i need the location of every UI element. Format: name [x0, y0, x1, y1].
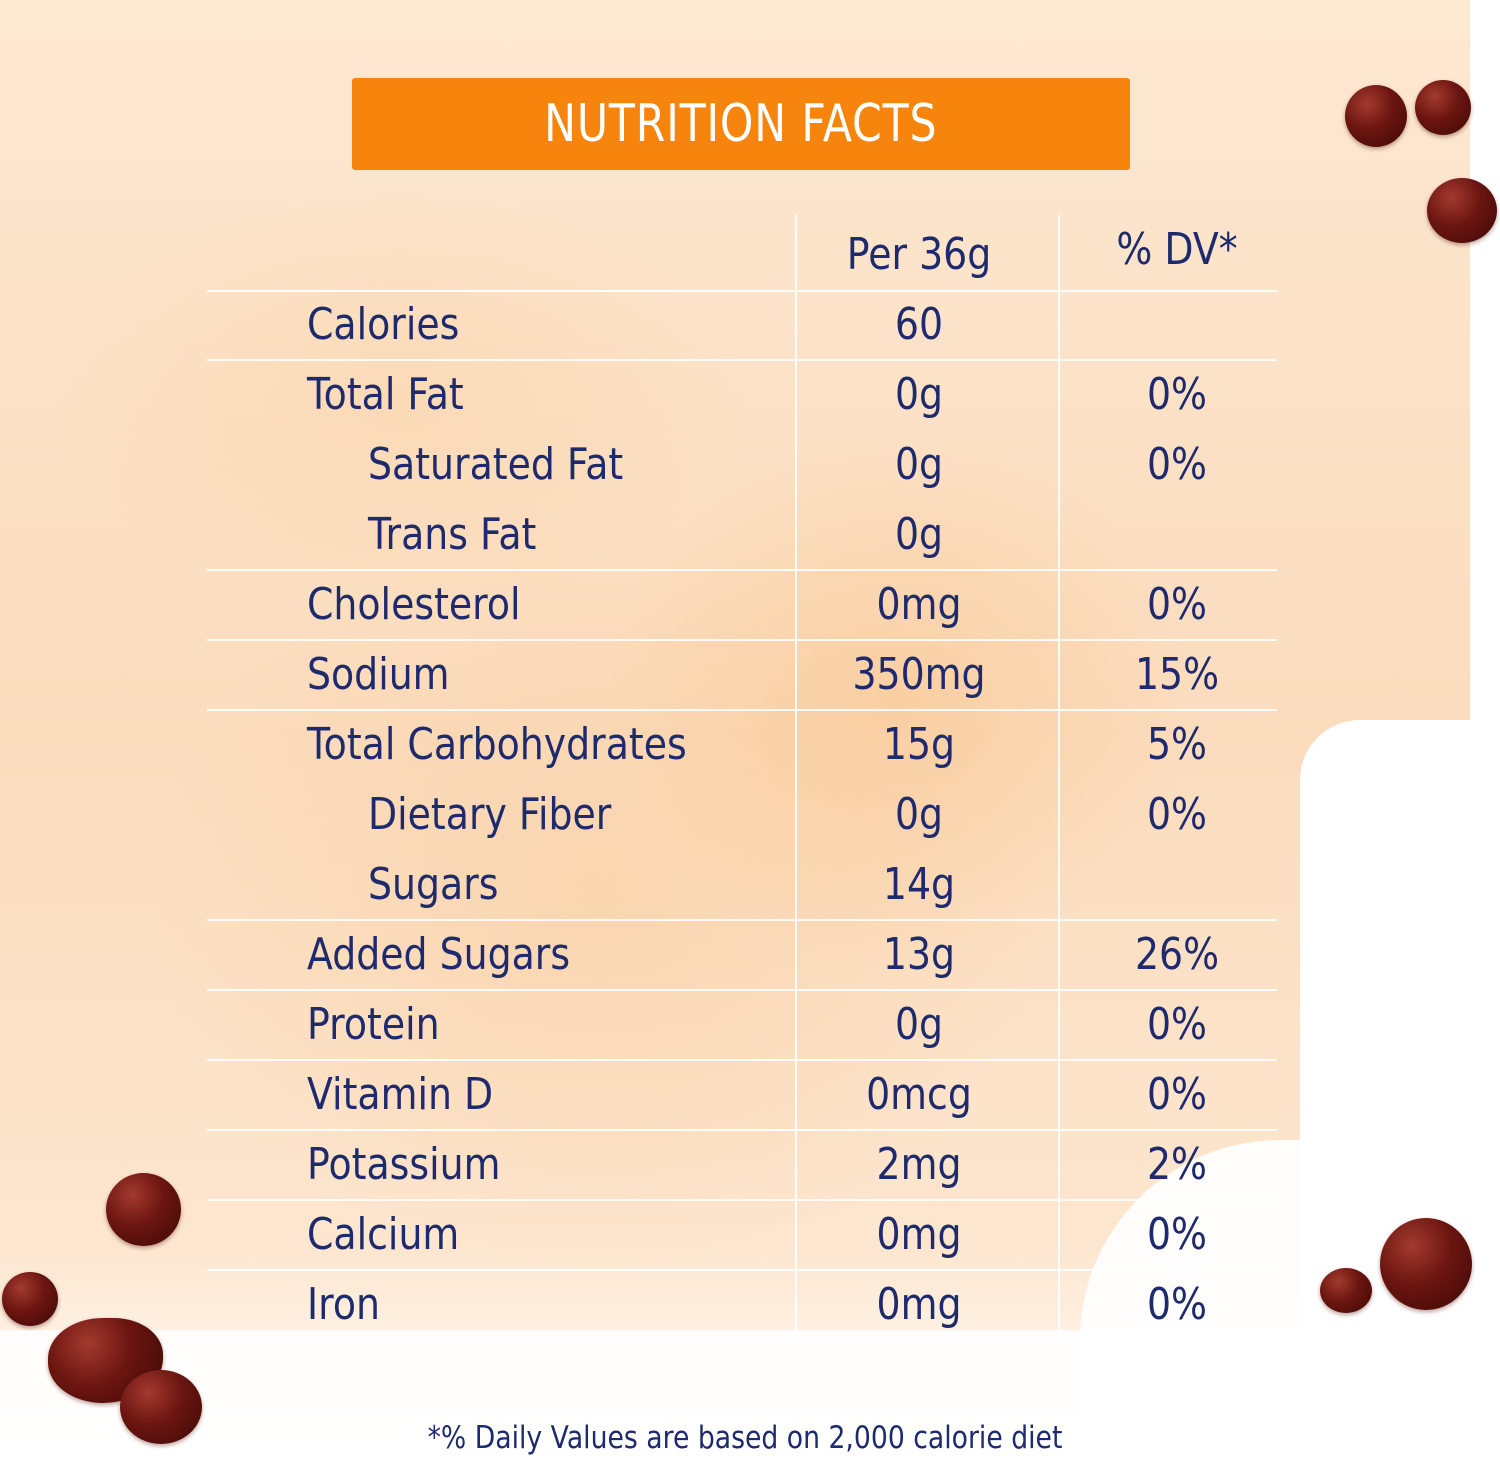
sauce-droplet	[1345, 85, 1407, 147]
nutrient-amount: 0mg	[876, 1209, 962, 1260]
column-header-dv: % DV*	[1116, 224, 1238, 275]
nutrient-label: Trans Fat	[368, 509, 537, 560]
nutrient-daily-value: 0%	[1146, 789, 1208, 840]
nutrient-label: Cholesterol	[307, 579, 521, 630]
nutrient-label: Dietary Fiber	[368, 789, 612, 840]
row-divider	[207, 359, 1277, 361]
nutrient-label: Sodium	[307, 649, 450, 700]
nutrient-label: Total Fat	[307, 369, 464, 420]
nutrient-daily-value: 0%	[1146, 369, 1208, 420]
nutrient-amount: 0mcg	[866, 1069, 972, 1120]
page-title: NUTRITION FACTS	[544, 94, 938, 154]
row-divider	[207, 709, 1277, 711]
nutrient-daily-value: 0%	[1146, 999, 1208, 1050]
nutrient-label: Vitamin D	[307, 1069, 494, 1120]
nutrient-daily-value: 5%	[1146, 719, 1208, 770]
footnote: *% Daily Values are based on 2,000 calor…	[427, 1420, 1063, 1456]
row-divider	[207, 1129, 1277, 1131]
sauce-droplet	[1415, 80, 1471, 135]
sauce-droplet	[120, 1370, 202, 1444]
nutrient-daily-value: 26%	[1134, 929, 1220, 980]
nutrient-daily-value: 0%	[1146, 1209, 1208, 1260]
nutrient-daily-value: 0%	[1146, 1069, 1208, 1120]
header-divider	[207, 290, 1277, 292]
nutrient-daily-value: 0%	[1146, 1279, 1208, 1330]
column-divider	[1058, 215, 1060, 1340]
nutrient-label: Sugars	[368, 859, 499, 910]
nutrient-daily-value: 15%	[1134, 649, 1220, 700]
nutrient-amount: 13g	[882, 929, 956, 980]
nutrient-label: Saturated Fat	[368, 439, 624, 490]
nutrient-daily-value: 2%	[1146, 1139, 1208, 1190]
nutrient-amount: 0g	[894, 369, 944, 420]
row-divider	[207, 989, 1277, 991]
sauce-droplet	[1320, 1268, 1372, 1313]
row-divider	[207, 639, 1277, 641]
nutrient-amount: 0g	[894, 439, 944, 490]
sauce-droplet	[106, 1173, 181, 1246]
row-divider	[207, 1059, 1277, 1061]
nutrient-label: Protein	[307, 999, 440, 1050]
nutrient-label: Added Sugars	[307, 929, 571, 980]
row-divider	[207, 1199, 1277, 1201]
nutrient-amount: 0mg	[876, 1279, 962, 1330]
nutrient-amount: 0g	[894, 789, 944, 840]
nutrient-amount: 0g	[894, 999, 944, 1050]
nutrient-amount: 2mg	[876, 1139, 962, 1190]
nutrient-amount: 14g	[882, 859, 956, 910]
nutrient-amount: 350mg	[852, 649, 986, 700]
row-divider	[207, 919, 1277, 921]
column-divider	[795, 215, 797, 1340]
nutrient-amount: 0g	[894, 509, 944, 560]
nutrient-amount: 60	[894, 299, 944, 350]
nutrient-label: Calories	[307, 299, 460, 350]
nutrient-amount: 15g	[882, 719, 956, 770]
row-divider	[207, 1269, 1277, 1271]
white-patch	[0, 1330, 1500, 1465]
nutrient-label: Iron	[307, 1279, 381, 1330]
nutrition-facts-header: NUTRITION FACTS	[352, 78, 1130, 170]
sauce-droplet	[2, 1272, 58, 1326]
sauce-droplet	[1380, 1218, 1472, 1310]
nutrient-label: Calcium	[307, 1209, 460, 1260]
sauce-droplet	[1427, 178, 1497, 243]
column-header-amount: Per 36g	[846, 229, 992, 280]
nutrient-daily-value: 0%	[1146, 579, 1208, 630]
nutrient-label: Potassium	[307, 1139, 501, 1190]
nutrient-label: Total Carbohydrates	[307, 719, 687, 770]
nutrient-amount: 0mg	[876, 579, 962, 630]
nutrient-daily-value: 0%	[1146, 439, 1208, 490]
row-divider	[207, 569, 1277, 571]
